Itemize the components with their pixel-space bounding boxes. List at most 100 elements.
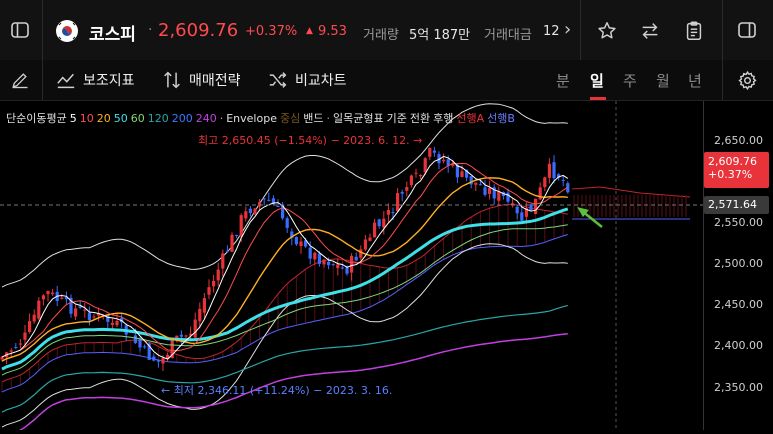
axis-tick: 2,400.00 bbox=[714, 339, 763, 352]
sma-20-line bbox=[1, 177, 568, 362]
volume-value: 5억 187만 bbox=[409, 28, 471, 43]
candle-body bbox=[483, 187, 487, 195]
candle-body bbox=[442, 159, 446, 162]
candle-body bbox=[423, 158, 427, 173]
period-day-tab[interactable]: 일 bbox=[590, 72, 604, 90]
sort-arrows-icon bbox=[164, 71, 180, 89]
gear-icon bbox=[737, 70, 757, 90]
favorite-button[interactable] bbox=[594, 18, 620, 44]
price-axis[interactable]: 2,650.00 2,550.00 2,500.00 2,450.00 2,40… bbox=[703, 101, 773, 430]
candle-body bbox=[225, 250, 229, 252]
strategy-label: 매매전략 bbox=[189, 73, 241, 89]
candle-body bbox=[534, 198, 538, 214]
candle-body bbox=[409, 175, 413, 185]
candle-body bbox=[451, 163, 455, 166]
ichimoku-lagging: 후행 bbox=[433, 112, 454, 125]
candle-body bbox=[152, 356, 156, 361]
sma-5-line bbox=[1, 155, 569, 360]
candle-body bbox=[313, 252, 317, 260]
candle-body bbox=[317, 253, 321, 264]
notes-button[interactable] bbox=[681, 18, 707, 44]
divider bbox=[722, 0, 723, 60]
sma-period-5: 5 bbox=[69, 112, 77, 125]
candle-body bbox=[455, 164, 459, 178]
span-a-line bbox=[1, 203, 568, 383]
flag-icon bbox=[55, 19, 79, 43]
candle-body bbox=[175, 335, 179, 338]
candle-body bbox=[354, 256, 358, 261]
compare-button[interactable]: 비교차트 bbox=[268, 70, 347, 90]
legend-dot: · bbox=[219, 112, 224, 125]
candle-body bbox=[106, 314, 110, 322]
change-up-icon: ▲ bbox=[306, 26, 313, 36]
candle-body bbox=[322, 259, 326, 265]
legend-dot: · bbox=[326, 112, 330, 125]
candle-body bbox=[166, 354, 170, 360]
candle-body bbox=[299, 241, 303, 247]
more-chevron-icon[interactable]: › bbox=[564, 19, 572, 40]
candle-body bbox=[377, 219, 381, 227]
ichimoku-span-b: 선행B bbox=[487, 112, 515, 125]
period-minute-tab[interactable]: 분 bbox=[556, 72, 570, 90]
candle-body bbox=[32, 314, 36, 322]
candle-body bbox=[198, 308, 202, 322]
candle-body bbox=[308, 247, 312, 259]
axis-tick: 2,350.00 bbox=[714, 381, 763, 394]
candle-body bbox=[428, 148, 432, 157]
period-month-tab[interactable]: 월 bbox=[656, 72, 670, 90]
candle-body bbox=[64, 296, 68, 300]
candle-body bbox=[520, 212, 524, 221]
chart-settings-button[interactable] bbox=[735, 68, 759, 92]
pencil-icon bbox=[12, 73, 28, 89]
sidebar-toggle-left-button[interactable] bbox=[8, 18, 32, 42]
indicators-button[interactable]: 보조지표 bbox=[56, 70, 135, 90]
candle-body bbox=[193, 319, 197, 338]
candle-body bbox=[515, 206, 519, 214]
candle-body bbox=[386, 210, 390, 215]
candle-body bbox=[557, 174, 561, 178]
candle-body bbox=[497, 191, 501, 201]
period-year-tab[interactable]: 년 bbox=[688, 72, 702, 90]
swap-button[interactable] bbox=[637, 18, 663, 44]
candle-body bbox=[290, 231, 294, 238]
candle-body bbox=[271, 198, 275, 205]
candle-body bbox=[478, 184, 482, 186]
candle-body bbox=[202, 298, 206, 313]
candle-body bbox=[492, 187, 496, 199]
candle-body bbox=[69, 297, 73, 314]
upper-band-line bbox=[1, 103, 568, 288]
sidebar-toggle-right-button[interactable] bbox=[735, 18, 759, 42]
candle-body bbox=[396, 193, 400, 212]
candle-body bbox=[133, 335, 137, 343]
candle-body bbox=[373, 222, 377, 238]
panel-left-icon bbox=[11, 22, 29, 38]
change-percent: +0.37% bbox=[245, 24, 298, 39]
axis-tick: 2,550.00 bbox=[714, 216, 763, 229]
candle-body bbox=[110, 322, 114, 325]
candle-body bbox=[543, 177, 547, 188]
sma-label: 단순이동평균 bbox=[6, 112, 67, 125]
span-a-projection bbox=[571, 186, 691, 198]
candle-body bbox=[60, 297, 64, 299]
candle-body bbox=[92, 316, 96, 318]
candle-body bbox=[244, 211, 248, 219]
candle-body bbox=[276, 206, 280, 208]
highlight-arrow-icon bbox=[577, 207, 603, 228]
axis-tick: 2,500.00 bbox=[714, 257, 763, 270]
chart-canvas[interactable] bbox=[0, 101, 773, 434]
candle-body bbox=[432, 150, 436, 153]
candle-body bbox=[561, 179, 565, 181]
price-chart[interactable]: 단순이동평균 5 10 20 50 60 120 200 240 · Envelope 중심 밴드 · 일목… bbox=[0, 101, 773, 434]
candle-body bbox=[212, 280, 216, 287]
period-week-tab[interactable]: 주 bbox=[623, 72, 637, 90]
indicators-label: 보조지표 bbox=[83, 73, 135, 89]
draw-button[interactable] bbox=[8, 68, 32, 92]
envelope-label: Envelope bbox=[226, 112, 277, 125]
candle-body bbox=[281, 204, 285, 219]
volume-label: 거래량 bbox=[363, 28, 399, 43]
strategy-button[interactable]: 매매전략 bbox=[162, 70, 241, 90]
axis-tick: 2,450.00 bbox=[714, 298, 763, 311]
indicator-legend[interactable]: 단순이동평균 5 10 20 50 60 120 200 240 · Envelope 중심 밴드 · 일목… bbox=[6, 110, 518, 126]
sma-60-line bbox=[1, 224, 568, 376]
candle-body bbox=[138, 339, 142, 348]
